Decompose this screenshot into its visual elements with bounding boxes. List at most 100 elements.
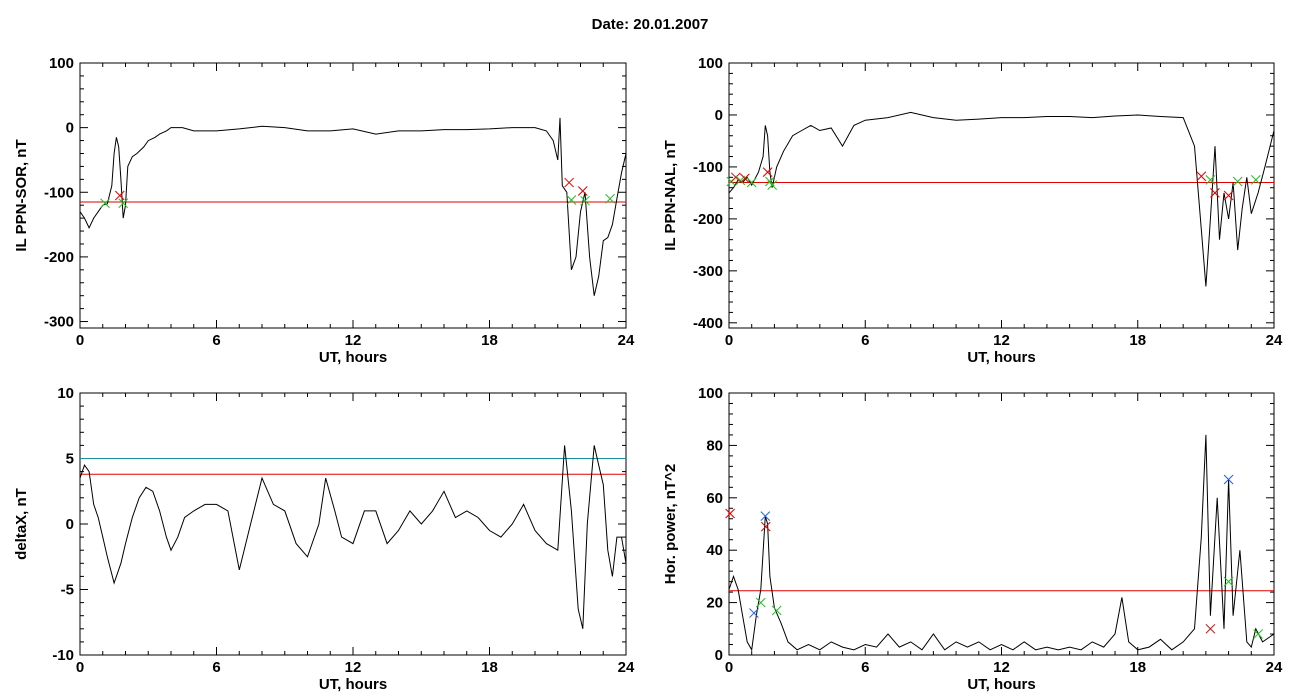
y-tick-label: 0 [66, 120, 74, 137]
marker-stroke [1250, 175, 1261, 185]
y-tick-label: -100 [44, 184, 74, 201]
series-line [728, 434, 1275, 652]
marker-stroke [762, 167, 773, 177]
marker-stroke [605, 193, 615, 204]
marker-stroke [114, 190, 125, 201]
x-axis-label: UT, hours [967, 349, 1035, 366]
x-axis-label: UT, hours [319, 676, 387, 693]
data-marker [755, 597, 766, 608]
marker-stroke [765, 176, 775, 187]
x-tick-label: 12 [345, 332, 362, 349]
y-tick-label: 0 [715, 647, 723, 664]
marker-stroke [1210, 188, 1220, 198]
panel-nal: 0 6 12 18 24 -400 -300 -200 -100 0 100 UT, hours IL … [662, 55, 1283, 366]
marker-stroke [760, 511, 771, 521]
x-tick-label: 12 [993, 659, 1010, 676]
y-tick-label: -200 [693, 211, 723, 228]
marker-stroke [100, 198, 110, 209]
y-tick-label: 0 [66, 516, 74, 533]
x-tick-label: 18 [481, 659, 498, 676]
y-tick-label: 60 [706, 490, 723, 507]
series-line [79, 445, 627, 629]
y-axis-label: Hor. power, nT^2 [662, 464, 679, 584]
x-axis-label: UT, hours [319, 349, 387, 366]
panel-sor: 0 6 12 18 24 -300 -200 -100 0 100 UT, hours IL PPN-… [13, 55, 635, 366]
marker-stroke [755, 597, 766, 608]
x-tick-label: 12 [993, 332, 1010, 349]
series-line [79, 117, 627, 296]
data-marker [760, 511, 771, 521]
plot-frame [728, 62, 1275, 329]
data-marker [746, 177, 757, 188]
marker-stroke [1223, 474, 1234, 485]
marker-stroke [740, 173, 750, 184]
data-marker [771, 605, 782, 616]
x-tick-label: 18 [1129, 332, 1146, 349]
marker-stroke [1253, 629, 1263, 639]
marker-stroke [771, 605, 782, 616]
marker-stroke [1205, 175, 1216, 185]
data-marker [725, 508, 735, 519]
x-tick-label: 12 [345, 659, 362, 676]
marker-stroke [749, 608, 759, 618]
data-marker [1196, 171, 1207, 182]
page-title: Date: 20.01.2007 [591, 16, 709, 33]
marker-stroke [1205, 623, 1216, 634]
marker-stroke [577, 186, 588, 196]
marker-stroke [1223, 190, 1234, 201]
data-marker [1205, 623, 1216, 634]
y-tick-label: -100 [693, 159, 723, 176]
marker-stroke [725, 508, 735, 519]
y-tick-label: 100 [698, 55, 723, 72]
x-tick-label: 18 [481, 332, 498, 349]
data-marker [1223, 474, 1234, 485]
plot-frame [79, 392, 627, 656]
y-axis-label: deltaX, nT [13, 488, 30, 560]
x-axis-label: UT, hours [967, 676, 1035, 693]
panel-power: 0 6 12 18 24 0 20 40 60 80 100 UT, hours Hor. power,… [662, 385, 1283, 693]
data-marker [564, 177, 574, 188]
marker-stroke [767, 180, 777, 190]
x-tick-label: 6 [212, 659, 220, 676]
y-tick-label: -300 [44, 314, 74, 331]
data-marker [762, 167, 773, 177]
y-tick-label: -300 [693, 263, 723, 280]
data-marker [1223, 576, 1234, 587]
y-axis-label: IL PPN-NAL, nT [662, 140, 679, 251]
series-line [728, 111, 1275, 287]
x-tick-label: 0 [76, 659, 84, 676]
x-tick-label: 6 [861, 659, 869, 676]
y-axis-label: IL PPN-SOR, nT [13, 139, 30, 251]
data-marker [580, 195, 590, 206]
data-marker [118, 198, 129, 209]
marker-stroke [1223, 576, 1234, 587]
y-tick-label: 80 [706, 437, 723, 454]
x-tick-label: 24 [1266, 332, 1283, 349]
x-tick-label: 6 [861, 332, 869, 349]
panel-deltax: 0 6 12 18 24 -10 -5 0 5 10 UT, hours deltaX, nT [13, 385, 635, 693]
data-marker [1223, 190, 1234, 201]
marker-stroke [760, 521, 771, 532]
data-marker [114, 190, 125, 201]
x-tick-label: 0 [725, 332, 733, 349]
data-marker [730, 172, 741, 183]
x-tick-label: 6 [212, 332, 220, 349]
y-tick-label: 100 [698, 385, 723, 402]
data-marker [749, 608, 759, 618]
data-marker [577, 186, 588, 196]
y-tick-label: -400 [693, 315, 723, 332]
data-marker [767, 180, 777, 190]
plot-frame [79, 62, 627, 329]
plot-frame [728, 392, 1275, 656]
data-marker [1210, 188, 1220, 198]
y-tick-label: 20 [706, 595, 723, 612]
y-tick-label: -200 [44, 249, 74, 266]
marker-stroke [580, 195, 590, 206]
data-marker [1250, 175, 1261, 185]
y-tick-label: 100 [49, 55, 74, 72]
marker-stroke [1196, 171, 1207, 182]
x-tick-label: 0 [725, 659, 733, 676]
data-marker [1205, 175, 1216, 185]
x-tick-label: 24 [618, 659, 635, 676]
y-tick-label: -5 [61, 582, 74, 599]
